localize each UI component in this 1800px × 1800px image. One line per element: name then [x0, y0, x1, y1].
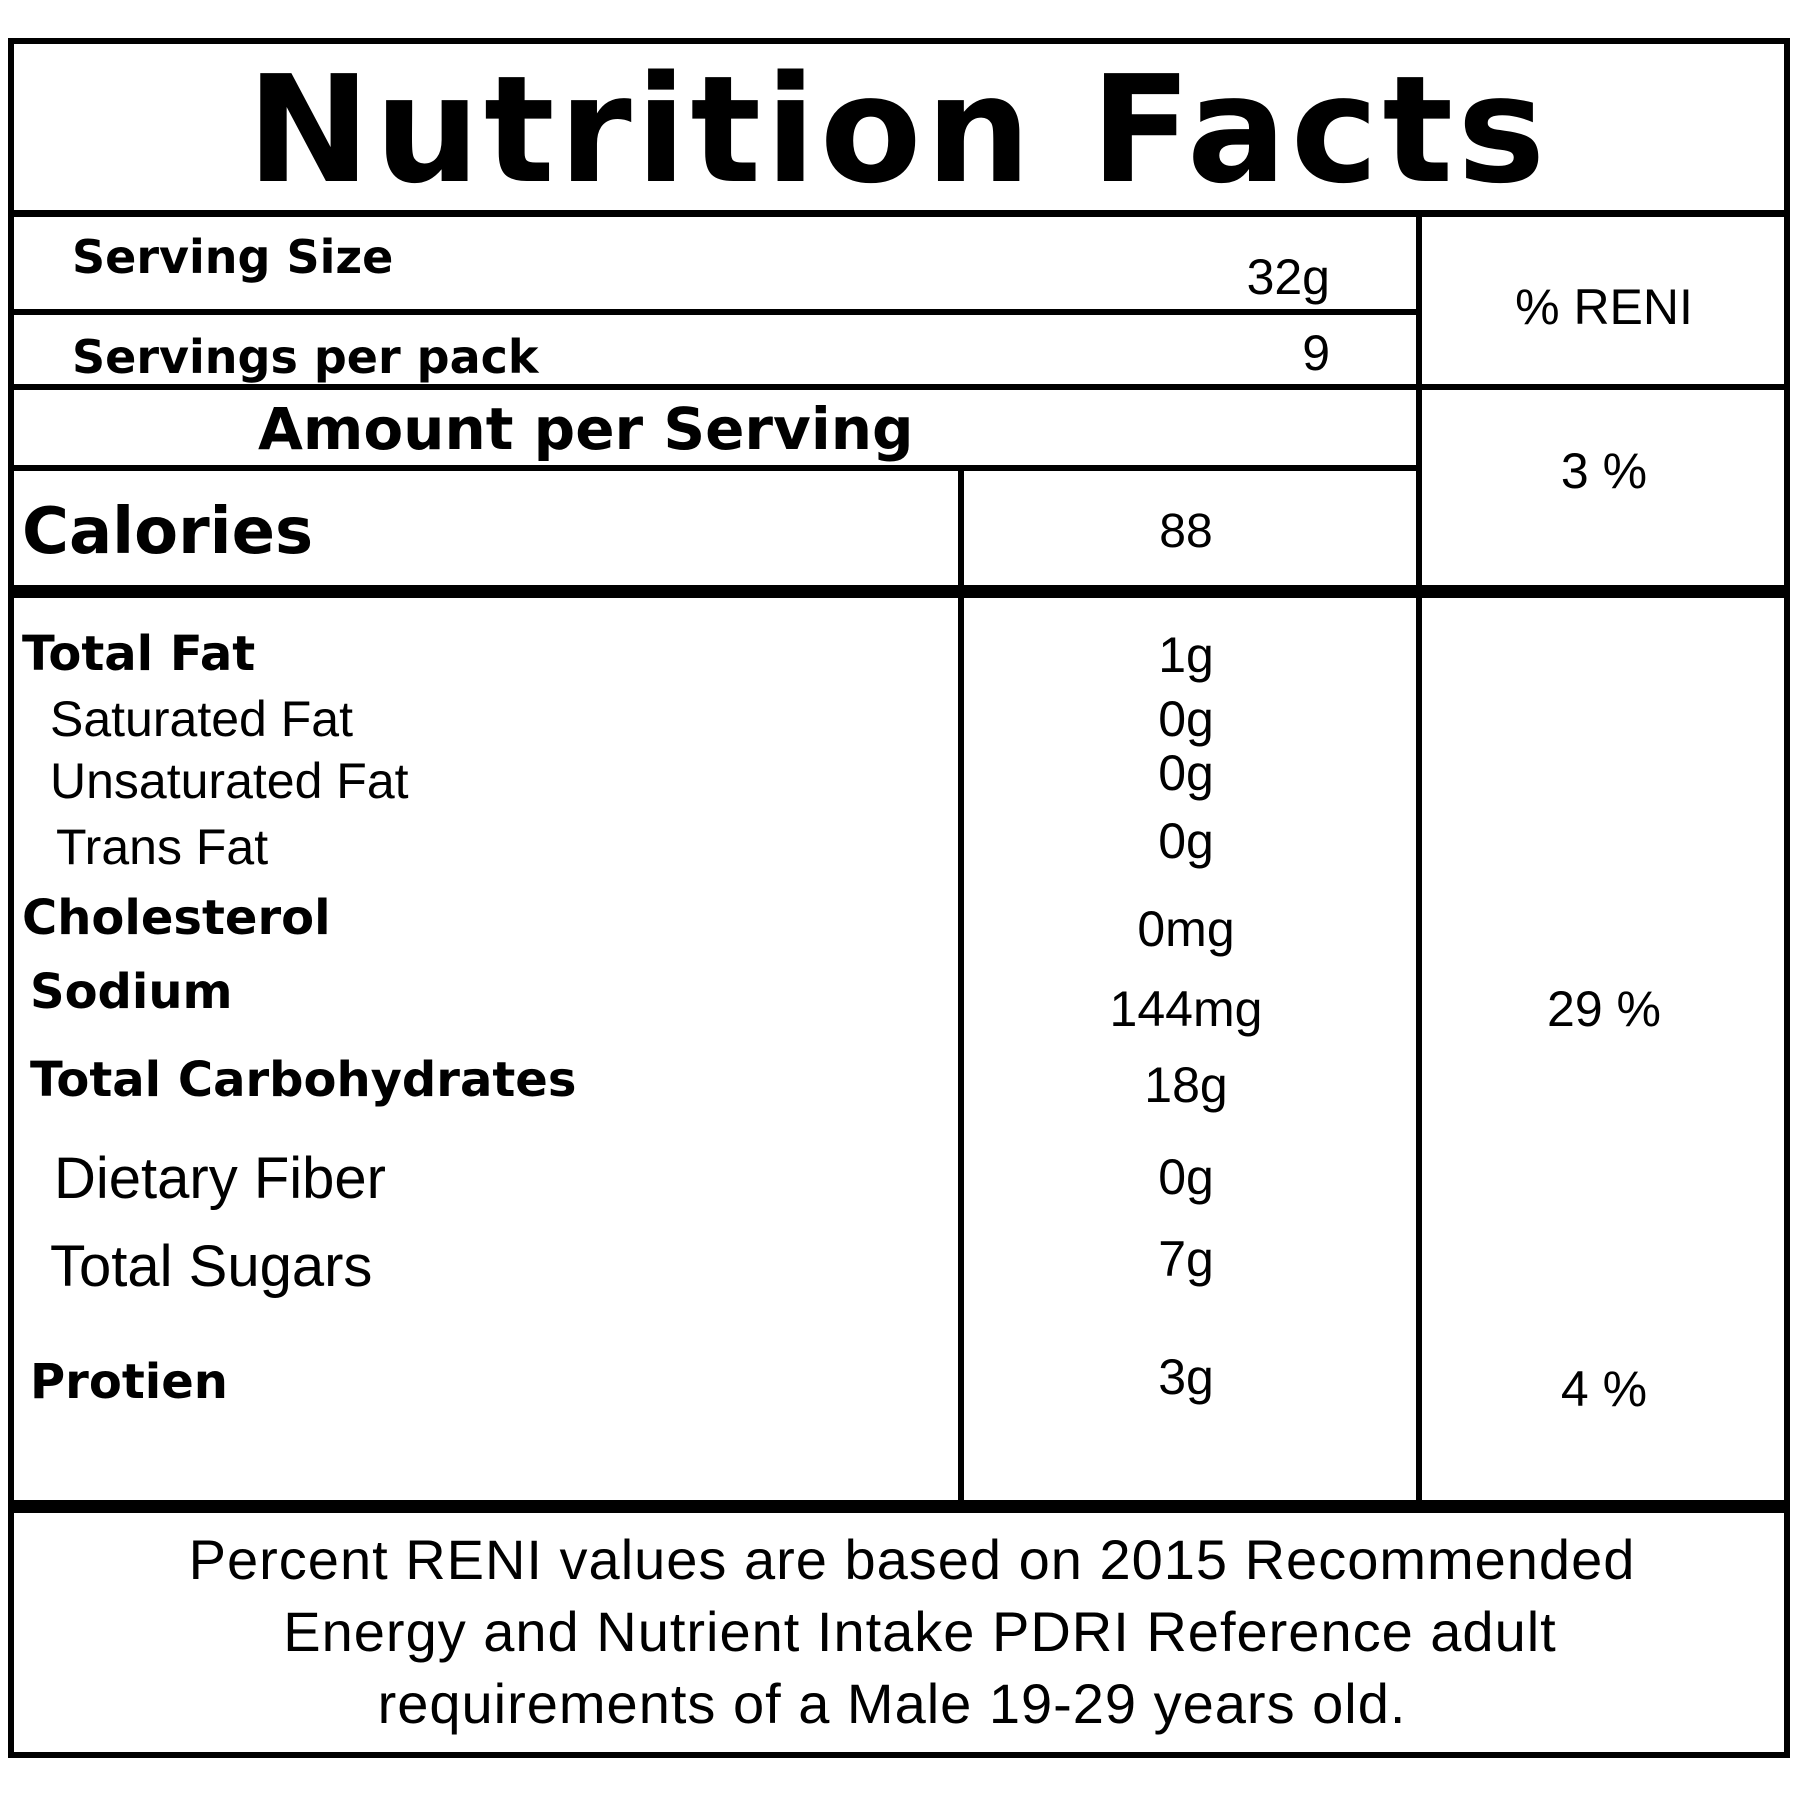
- sodium-value: 144mg: [1109, 981, 1263, 1037]
- total-sugars-label: Total Sugars: [50, 1234, 373, 1299]
- outer-border-bottom: [8, 1752, 1790, 1758]
- trans-fat-value: 0g: [1158, 813, 1214, 869]
- rule-under-serving-size: [8, 309, 1416, 315]
- cholesterol-value: 0mg: [1137, 901, 1235, 957]
- footnote-line-3: requirements of a Male 19-29 years old.: [377, 1672, 1407, 1735]
- outer-border-top: [8, 38, 1790, 44]
- servings-per-pack-value: 9: [1302, 325, 1330, 381]
- total-carbs-label: Total Carbohydrates: [30, 1052, 577, 1108]
- total-fat-value: 1g: [1158, 627, 1214, 683]
- sodium-label: Sodium: [30, 964, 233, 1020]
- footnote-line-2: Energy and Nutrient Intake PDRI Referenc…: [283, 1600, 1557, 1663]
- protein-value: 3g: [1158, 1349, 1214, 1405]
- outer-border-right: [1784, 38, 1790, 1758]
- col-divider-reni: [1416, 210, 1422, 1506]
- serving-size-label: Serving Size: [72, 230, 394, 284]
- rule-under-servings-per-pack: [8, 384, 1790, 390]
- outer-border-left: [8, 38, 14, 1758]
- calories-value: 88: [1159, 505, 1213, 558]
- total-fat-label: Total Fat: [22, 626, 256, 682]
- trans-fat-label: Trans Fat: [56, 819, 269, 875]
- rule-under-amount: [8, 465, 1416, 471]
- protein-reni-pct: 4 %: [1560, 1361, 1648, 1417]
- label-title: Nutrition Facts: [246, 44, 1550, 216]
- calories-label: Calories: [22, 495, 314, 569]
- rule-under-title: [8, 210, 1790, 217]
- serving-size-value: 32g: [1246, 249, 1330, 305]
- dietary-fiber-value: 0g: [1158, 1149, 1214, 1205]
- protein-label: Protien: [30, 1354, 228, 1410]
- rule-thick-under-calories: [8, 585, 1790, 598]
- saturated-fat-label: Saturated Fat: [50, 691, 353, 747]
- servings-per-pack-label: Servings per pack: [72, 330, 539, 384]
- total-sugars-value: 7g: [1158, 1231, 1214, 1287]
- unsaturated-fat-label: Unsaturated Fat: [50, 753, 409, 809]
- unsaturated-fat-value: 0g: [1158, 745, 1214, 801]
- reni-header: % RENI: [1515, 279, 1693, 335]
- nutrition-facts-label: Nutrition Facts Serving Size 32g Serving…: [8, 38, 1790, 1758]
- saturated-fat-value: 0g: [1158, 691, 1214, 747]
- dietary-fiber-label: Dietary Fiber: [54, 1146, 386, 1211]
- amount-per-serving-header: Amount per Serving: [258, 395, 914, 463]
- footnote-line-1: Percent RENI values are based on 2015 Re…: [188, 1528, 1636, 1591]
- sodium-reni-pct: 29 %: [1547, 981, 1661, 1037]
- col-divider-value: [958, 465, 964, 1505]
- rule-thick-above-footnote: [8, 1500, 1790, 1513]
- cholesterol-label: Cholesterol: [22, 890, 331, 946]
- total-carbs-value: 18g: [1144, 1057, 1228, 1113]
- calories-reni-pct: 3 %: [1560, 443, 1648, 499]
